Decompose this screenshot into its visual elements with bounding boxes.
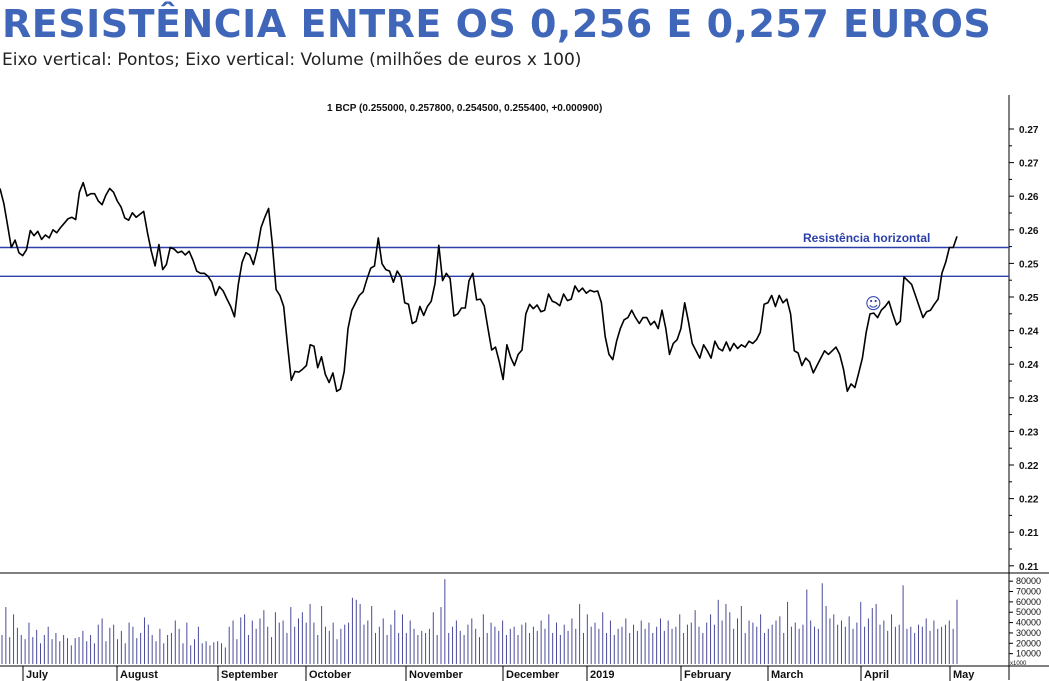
price-tick-label: 0.21 bbox=[1019, 562, 1039, 573]
series-info-label: 1 BCP (0.255000, 0.257800, 0.254500, 0.2… bbox=[327, 103, 602, 114]
month-label: September bbox=[221, 669, 279, 681]
month-label: August bbox=[120, 669, 158, 681]
month-label: December bbox=[506, 669, 560, 681]
month-label: February bbox=[684, 669, 732, 681]
month-label: May bbox=[953, 669, 975, 681]
price-tick-label: 0.26 bbox=[1019, 226, 1039, 237]
month-label: October bbox=[309, 669, 352, 681]
chart-area: 1 BCP (0.255000, 0.257800, 0.254500, 0.2… bbox=[0, 90, 1049, 681]
month-label: April bbox=[864, 669, 889, 681]
resistance-annotation: Resistência horizontal bbox=[803, 231, 930, 245]
volume-unit-note: x1000 bbox=[1010, 661, 1027, 667]
price-tick-label: 0.24 bbox=[1019, 327, 1039, 338]
price-tick-label: 0.25 bbox=[1019, 293, 1039, 304]
volume-tick-label: 20000 bbox=[1016, 638, 1041, 648]
month-label: November bbox=[409, 669, 464, 681]
price-tick-label: 0.26 bbox=[1019, 192, 1039, 203]
month-label: March bbox=[771, 669, 804, 681]
price-tick-label: 0.24 bbox=[1019, 360, 1039, 371]
month-label: 2019 bbox=[590, 669, 614, 681]
smiley-icon: ☺ bbox=[865, 294, 882, 313]
price-tick-label: 0.27 bbox=[1019, 125, 1039, 136]
volume-tick-label: 30000 bbox=[1016, 628, 1041, 638]
chart-title: RESISTÊNCIA ENTRE OS 0,256 E 0,257 EUROS bbox=[2, 2, 992, 46]
price-tick-label: 0.22 bbox=[1019, 461, 1039, 472]
price-tick-label: 0.23 bbox=[1019, 394, 1039, 405]
volume-tick-label: 50000 bbox=[1016, 607, 1041, 617]
volume-tick-label: 40000 bbox=[1016, 618, 1041, 628]
chart-background bbox=[0, 90, 1049, 681]
price-tick-label: 0.22 bbox=[1019, 495, 1039, 506]
price-tick-label: 0.27 bbox=[1019, 159, 1039, 170]
volume-tick-label: 60000 bbox=[1016, 597, 1041, 607]
price-tick-label: 0.23 bbox=[1019, 427, 1039, 438]
volume-tick-label: 70000 bbox=[1016, 587, 1041, 597]
volume-tick-label: 80000 bbox=[1016, 576, 1041, 586]
price-tick-label: 0.21 bbox=[1019, 528, 1039, 539]
chart-subtitle: Eixo vertical: Pontos; Eixo vertical: Vo… bbox=[2, 50, 582, 70]
price-tick-label: 0.25 bbox=[1019, 259, 1039, 270]
volume-tick-label: 10000 bbox=[1016, 649, 1041, 659]
price-line bbox=[0, 181, 958, 393]
month-label: July bbox=[26, 669, 49, 681]
